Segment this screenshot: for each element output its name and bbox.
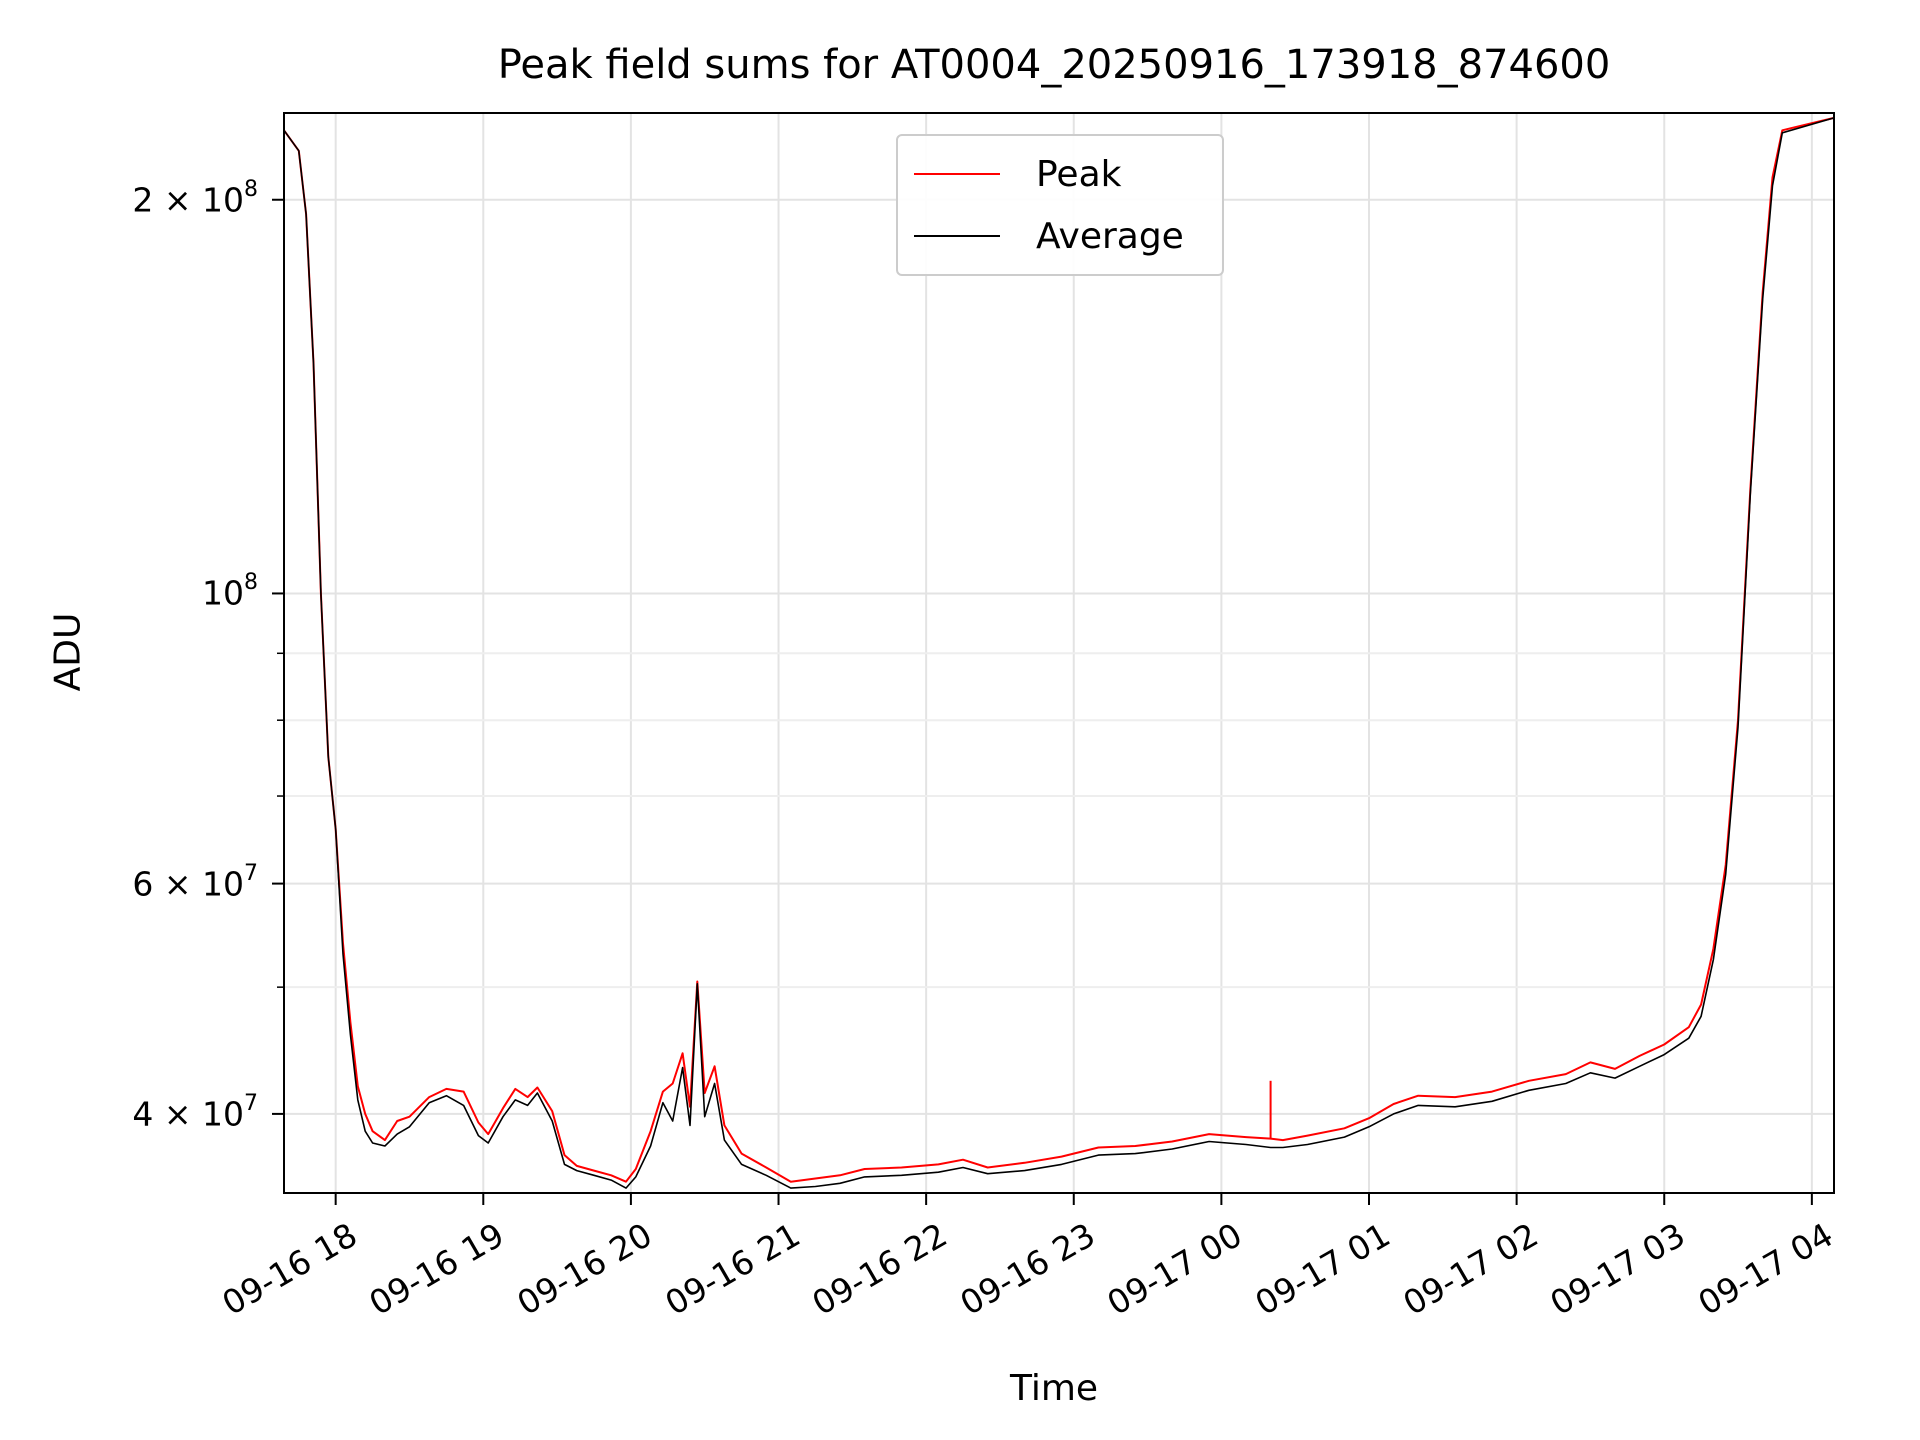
y-tick-mantissa: 10 [202,573,244,613]
legend-swatch-peak [914,173,1000,175]
y-tick-label: 108 [202,570,258,613]
x-axis-label: Time [1009,1368,1099,1409]
legend-swatch-average [914,235,1000,237]
chart-title: Peak field sums for AT0004_20250916_1739… [497,42,1611,88]
grid-lines [284,113,1834,1193]
series-lines [283,116,1835,1189]
axis-ticks [272,198,1813,1205]
legend-item-average: Average [914,215,1184,257]
y-tick-label: 6 × 107 [132,860,258,904]
legend-item-peak: Peak [914,153,1122,195]
y-tick-exponent: 8 [244,176,258,202]
y-tick-mantissa: 2 × 10 [132,180,244,220]
legend-label-peak: Peak [1036,153,1122,195]
legend-label-average: Average [1036,215,1184,257]
y-tick-mantissa: 6 × 10 [132,864,244,904]
series-line-average [283,117,1835,1189]
y-minor-ticks [277,652,284,988]
y-tick-exponent: 8 [244,570,258,596]
plot-frame [283,112,1835,1194]
legend: Peak Average [896,134,1224,276]
y-tick-label: 2 × 108 [132,176,258,220]
y-tick-mantissa: 4 × 10 [132,1094,244,1134]
y-tick-label: 4 × 107 [132,1091,258,1134]
y-axis-label: ADU [47,612,89,692]
series-line-peak [283,116,1835,1183]
y-tick-exponent: 7 [244,1091,258,1116]
y-tick-exponent: 7 [244,860,258,886]
